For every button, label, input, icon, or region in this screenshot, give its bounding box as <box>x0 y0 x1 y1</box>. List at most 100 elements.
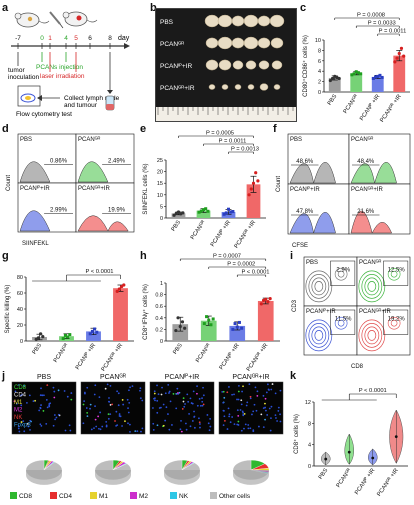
cell-dot <box>191 402 194 405</box>
timeline-schematic: day -7 0 1 4 5 6 8 tumor inoculation PCANs inje… <box>8 11 130 118</box>
contour-line <box>387 316 401 330</box>
cell-dot <box>242 385 244 388</box>
histogram-curve <box>19 161 51 183</box>
cell-dot <box>111 403 114 406</box>
x-tick-label: PCANᴳᴿ <box>194 342 212 364</box>
cell-dot <box>223 396 226 399</box>
x-tick-label: PCANᴳᴿ +IR <box>379 93 403 122</box>
data-point <box>120 285 124 289</box>
cell-dot <box>139 397 142 400</box>
cell-dot <box>40 404 42 406</box>
channel-label: NK <box>14 415 22 421</box>
timeline-tick-label: 1 <box>48 35 52 42</box>
cell-dot <box>39 406 42 409</box>
data-point <box>393 60 397 64</box>
data-point <box>95 330 99 334</box>
cell-dot <box>262 407 265 410</box>
cell-dot <box>93 427 95 430</box>
contour-line <box>361 274 383 299</box>
cell-dot <box>86 415 89 418</box>
cell-dot <box>127 411 130 414</box>
cell-dot <box>191 420 194 422</box>
cell-dot <box>52 386 55 389</box>
bar <box>350 73 363 92</box>
y-tick-label: 0.4 <box>155 316 163 322</box>
cell-dot <box>129 430 131 433</box>
p-value-label: P = 0.0005 <box>206 131 234 137</box>
data-point <box>259 302 263 306</box>
cell-dot <box>168 390 171 393</box>
cell-dot <box>98 396 101 399</box>
tumor-photo: PBS PCANᴳᴿ PCANᴵᴾ+IR PCANᴳᴿ+IR <box>155 8 297 122</box>
panel-label-c: c <box>300 2 307 14</box>
y-tick-label: 0.2 <box>155 327 163 333</box>
cell-dot <box>129 386 131 389</box>
cell-dot <box>237 420 240 423</box>
bar <box>257 300 274 341</box>
y-tick-label: 12 <box>305 400 311 406</box>
p-value-label: P = 0.0013 <box>231 147 259 153</box>
contour-line <box>305 270 333 303</box>
tumor-row-label: PBS <box>160 19 174 26</box>
flow-y-label: Count <box>276 176 282 192</box>
cell-dot <box>199 404 202 407</box>
cell-dot <box>48 404 51 407</box>
flow-contour-i: CD3 CD8 PBS 2.9% PCANᴳᴿ 12.5% PCANᴵᴾ+IR 11.5% PC… <box>292 256 411 370</box>
violin-median <box>347 450 351 454</box>
cell-dot <box>141 427 144 430</box>
data-point <box>378 73 382 77</box>
data-point <box>39 332 43 336</box>
cell-dot <box>128 401 131 404</box>
cell-dot <box>221 390 224 393</box>
cell-dot <box>198 417 200 420</box>
cell-dot <box>231 393 234 396</box>
cell-dot <box>45 398 48 401</box>
cell-dot <box>93 393 96 396</box>
y-axis-label: CD8⁺IFNγ⁺ cells (%) <box>142 284 149 340</box>
cell-dot <box>251 413 253 416</box>
contour-line <box>358 319 386 352</box>
image-title: PCANᴳᴿ+IR <box>232 374 269 381</box>
y-tick-label: 0 <box>160 339 163 345</box>
cell-dot <box>121 399 124 401</box>
gate-percentage: 2.49% <box>108 158 126 164</box>
x-tick-label: PBS <box>171 220 183 233</box>
gate-box <box>383 309 409 335</box>
panel-label-k: k <box>290 370 297 382</box>
cell-dot <box>153 397 155 400</box>
cell-dot <box>159 406 162 409</box>
cell-dot <box>222 390 225 393</box>
cell-dot <box>20 394 22 397</box>
cell-dot <box>274 392 277 395</box>
cell-dot <box>162 403 165 406</box>
panel-label-i: i <box>290 250 294 262</box>
legend-label: M2 <box>139 493 148 500</box>
cell-dot <box>89 403 92 406</box>
flow-y-label: CD3 <box>292 299 298 312</box>
histogram-curve <box>350 162 397 184</box>
contour-line <box>358 270 386 303</box>
panel-label-j: j <box>2 370 6 382</box>
cell-dot <box>237 390 240 393</box>
bar <box>246 184 261 218</box>
cell-dot <box>89 407 91 410</box>
p-value-label: P = 0.0011 <box>219 139 247 145</box>
contour-line <box>305 319 333 352</box>
gate-percentage: 12.5% <box>388 268 406 274</box>
cell-dot <box>206 414 209 416</box>
cell-dot <box>231 416 234 418</box>
timeline-tick-label: -7 <box>15 35 21 42</box>
data-point <box>237 320 241 324</box>
data-point <box>266 299 270 304</box>
flow-cytometry-label: Flow cytometry test <box>16 111 72 118</box>
panel-label-a: a <box>2 2 9 14</box>
cell-dot <box>202 386 204 389</box>
data-point <box>204 207 208 211</box>
cell-dot <box>156 411 159 414</box>
cell-dot <box>193 426 196 429</box>
data-point <box>122 283 126 287</box>
x-tick-label: PBS <box>327 94 339 107</box>
cell-dot <box>57 389 60 392</box>
contour-line <box>390 270 398 278</box>
x-tick-label: PCANᴳᴿ <box>342 93 360 115</box>
